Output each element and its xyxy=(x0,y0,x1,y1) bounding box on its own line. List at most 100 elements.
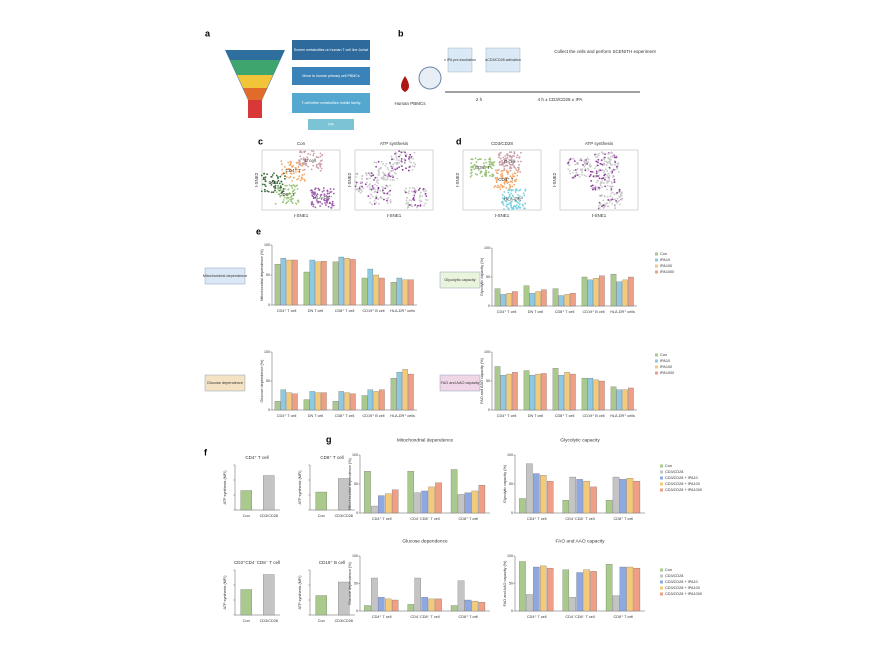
tsne-dot xyxy=(506,179,508,182)
tsne-dot xyxy=(594,174,597,177)
tsne-dot xyxy=(385,185,388,188)
tsne-dot xyxy=(289,162,292,165)
y-tick-label: 50 xyxy=(354,581,358,585)
tsne-dot xyxy=(572,176,575,179)
tsne-dot xyxy=(501,193,504,196)
tsne-dot xyxy=(603,158,606,161)
tsne-dot xyxy=(614,169,617,171)
tsne-dot xyxy=(594,187,597,189)
tsne-dot xyxy=(263,172,266,175)
tsne-dot xyxy=(410,155,413,158)
bar xyxy=(619,479,627,514)
tsne-dot xyxy=(273,180,276,183)
tsne-dot xyxy=(508,195,511,198)
tsne-dot xyxy=(372,187,374,189)
tsne-dot xyxy=(513,175,516,178)
tsne-dot xyxy=(503,182,506,185)
tsne-dot xyxy=(383,198,385,201)
tsne-dot xyxy=(499,151,502,154)
tsne-dot xyxy=(615,165,618,168)
tsne-dot xyxy=(296,161,298,164)
y-axis-label: ATP synthesis (MFI) xyxy=(298,470,302,505)
tsne-dot xyxy=(302,162,305,165)
tsne-dot xyxy=(583,160,586,163)
y-tick-label: 0 xyxy=(488,304,490,308)
tsne-dot xyxy=(405,187,407,190)
blood-drop xyxy=(401,76,409,92)
tsne-dot xyxy=(509,175,512,178)
tsne-dot xyxy=(488,165,491,167)
bar xyxy=(471,490,479,514)
tsne-dot xyxy=(517,202,520,204)
tsne-dot xyxy=(355,173,358,175)
y-tick-label: 100 xyxy=(352,554,358,558)
tsne-dot xyxy=(262,178,265,180)
tsne-dot xyxy=(515,156,518,159)
tsne-dot xyxy=(310,149,313,152)
tsne-dot xyxy=(470,174,473,177)
bar xyxy=(619,566,627,612)
bar xyxy=(274,264,281,306)
tsne-dot xyxy=(503,197,506,200)
tsne-dot xyxy=(286,201,288,204)
tsne-dot xyxy=(604,176,607,179)
tsne-dot xyxy=(610,155,612,158)
x-tick-label: HLA-DR⁺ cells xyxy=(610,310,635,314)
tsne-dot xyxy=(501,200,504,203)
y-axis-label: ATP synthesis (MFI) xyxy=(223,470,227,505)
tsne-dot xyxy=(482,166,485,169)
tsne-dot xyxy=(326,190,329,192)
tsne-dot xyxy=(295,184,298,187)
label: t-SNE2 xyxy=(254,172,259,187)
legend-swatch xyxy=(660,586,663,590)
tsne-dot xyxy=(389,194,391,196)
tsne-dot xyxy=(503,165,506,168)
tsne-dot xyxy=(377,160,380,163)
bar xyxy=(616,389,623,411)
tsne-dot xyxy=(400,160,403,163)
x-tick-label: Con xyxy=(318,619,325,623)
legend-swatch xyxy=(660,580,663,584)
tsne-dot xyxy=(355,175,357,178)
tsne-dot xyxy=(414,192,416,195)
tsne-dot xyxy=(575,173,577,176)
tsne-dot xyxy=(616,168,619,170)
tsne-dot xyxy=(609,163,612,166)
tsne-dot xyxy=(301,164,304,167)
tsne-dot xyxy=(312,154,315,157)
tsne-dot xyxy=(615,201,618,204)
tsne-dot xyxy=(600,181,602,184)
tsne-dot xyxy=(484,174,487,177)
x-tick-label: CD4⁺ T cell xyxy=(372,615,392,619)
tsne-dot xyxy=(366,185,369,188)
y-tick-label: 100 xyxy=(484,246,490,250)
tsne-dot xyxy=(604,153,606,156)
tsne-dot xyxy=(600,194,603,197)
tsne-dot xyxy=(395,155,398,158)
tsne-dot xyxy=(515,204,518,207)
tsne-dot xyxy=(273,182,276,185)
tsne-dot xyxy=(475,161,478,164)
tsne-dot xyxy=(413,151,416,154)
tsne-dot xyxy=(501,176,504,179)
bar xyxy=(612,476,620,514)
tsne-dot xyxy=(360,188,362,191)
tsne-dot xyxy=(288,184,291,187)
tsne-dot xyxy=(607,172,610,175)
cluster-label: HLA-DR⁺ xyxy=(313,195,333,200)
tsne-dot xyxy=(377,198,380,201)
tsne-dot xyxy=(275,174,278,177)
tsne-dot xyxy=(504,180,506,183)
tsne-dot xyxy=(595,153,598,156)
tsne-dot xyxy=(386,177,389,180)
tsne-dot xyxy=(510,167,513,170)
tsne-dot xyxy=(404,161,407,164)
tsne-dot xyxy=(287,167,290,170)
tsne-dot xyxy=(496,172,499,175)
chart-title: CD3⁺CD4⁻CD8⁻ T cell xyxy=(234,560,280,565)
tsne-dot xyxy=(504,155,507,157)
tsne-dot xyxy=(595,181,598,184)
tsne-dot xyxy=(331,203,334,206)
bar xyxy=(364,605,371,612)
cluster-label: CD8⁺ T xyxy=(279,192,295,197)
